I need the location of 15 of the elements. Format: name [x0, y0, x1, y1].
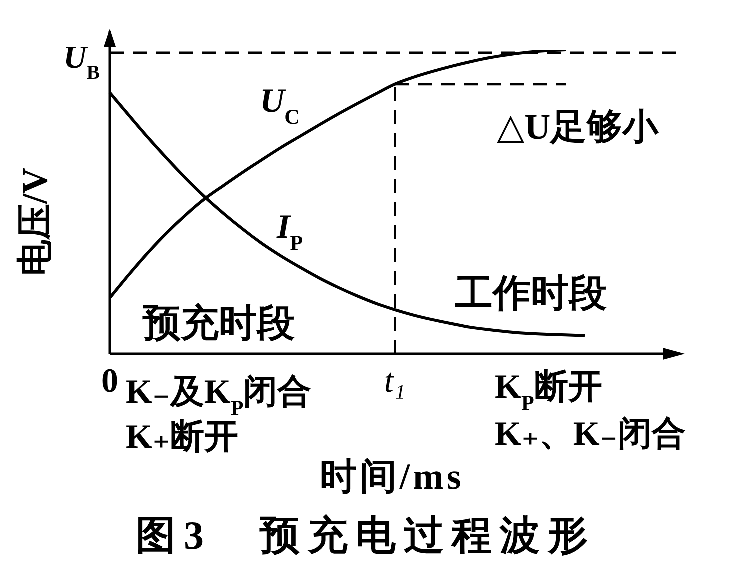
text: K₊、K₋闭合: [495, 416, 686, 453]
text: 图3 预充电过程波形: [136, 513, 596, 558]
x-axis-title: 时间/ms: [320, 457, 464, 498]
annotation: △U足够小: [497, 107, 660, 147]
annotation: 预充时段: [142, 302, 295, 345]
text: K₋及K$_{P}$闭合: [126, 374, 312, 420]
series-label: U$_{C}$: [260, 82, 300, 129]
annotation: 工作时段: [455, 273, 607, 315]
y-axis-title: 电压/V: [15, 168, 55, 276]
text: K₊断开: [126, 419, 238, 456]
x-tick-label: 0: [102, 363, 118, 400]
x-tick-label: t₁: [384, 363, 406, 400]
series-label: I$_{P}$: [276, 209, 304, 256]
text: K$_{P}$断开: [495, 369, 602, 415]
legend-label: U$_{B}$: [64, 39, 100, 84]
